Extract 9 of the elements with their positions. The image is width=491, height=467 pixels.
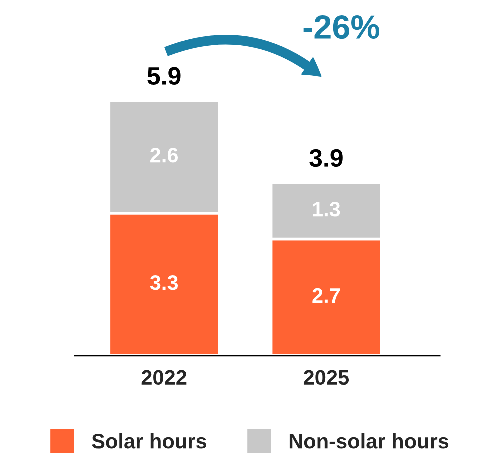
text: -26% xyxy=(304,15,380,40)
total-label: 3.9 xyxy=(310,149,343,168)
data-label: 2.7 xyxy=(312,288,340,303)
data-label: 3.3 xyxy=(150,275,178,290)
x-tick-label: 2025 xyxy=(304,370,350,386)
legend-label: Non-solar hours xyxy=(290,434,449,449)
legend-label: Solar hours xyxy=(92,434,206,449)
x-tick-label: 2022 xyxy=(142,370,187,386)
total-label: 5.9 xyxy=(148,67,181,86)
